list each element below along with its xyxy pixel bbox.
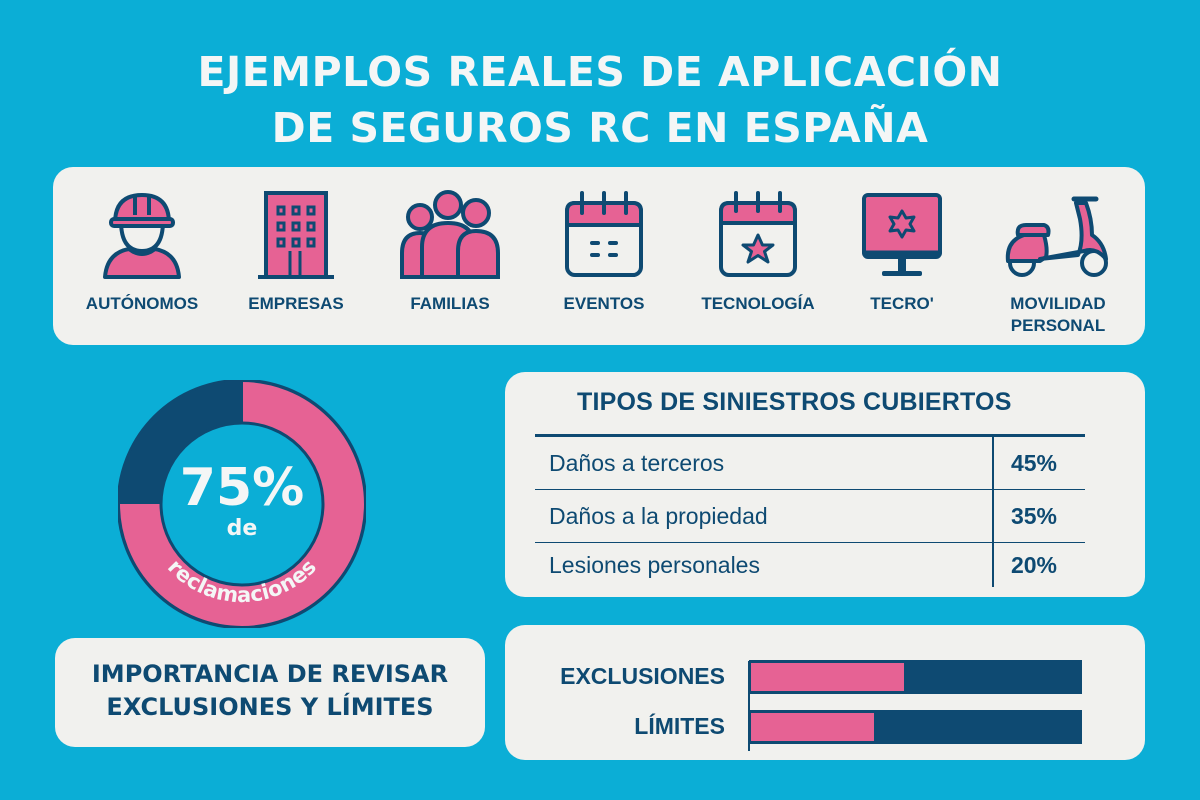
importance-card: IMPORTANCIA DE REVISAR EXCLUSIONES Y LÍM… bbox=[55, 638, 485, 747]
table-row: Lesiones personales 20% bbox=[535, 540, 1085, 592]
row-name: Daños a terceros bbox=[549, 450, 725, 476]
table-top-rule bbox=[535, 434, 1085, 437]
calendar-icon bbox=[565, 191, 643, 277]
category-label: EMPRESAS bbox=[248, 294, 344, 313]
office-building-icon bbox=[258, 191, 334, 279]
family-group-icon bbox=[400, 190, 500, 279]
row-value: 35% bbox=[1010, 503, 1057, 529]
title-line-2: DE SEGUROS RC EN ESPAÑA bbox=[271, 104, 929, 152]
scooter-icon bbox=[1005, 196, 1108, 277]
row-name: Lesiones personales bbox=[549, 552, 760, 578]
claims-types-card: TIPOS DE SINIESTROS CUBIERTOS Daños a te… bbox=[505, 372, 1145, 597]
donut-subtitle: de bbox=[226, 516, 258, 541]
construction-worker-icon bbox=[103, 193, 181, 279]
row-value: 45% bbox=[1010, 450, 1057, 476]
row-value: 20% bbox=[1010, 552, 1057, 578]
table-row: Daños a la propiedad 35% bbox=[535, 491, 1085, 543]
category-label-line-1: MOVILIDAD bbox=[1010, 294, 1106, 313]
claims-donut-chart: reclamaciones 75% de bbox=[116, 378, 368, 630]
importance-line-1: IMPORTANCIA DE REVISAR bbox=[91, 660, 449, 688]
importance-line-2: EXCLUSIONES Y LÍMITES bbox=[106, 693, 434, 721]
category-label: MOVILIDAD PERSONAL bbox=[983, 293, 1133, 337]
category-label: TECNOLOGÍA bbox=[701, 294, 815, 313]
bar-track-limites bbox=[749, 710, 1082, 744]
categories-card: AUTÓNOMOS EMPRESAS FAMILIAS bbox=[53, 167, 1145, 345]
calendar-star-icon bbox=[719, 191, 797, 277]
category-label: AUTÓNOMOS bbox=[85, 294, 199, 313]
claims-table-title: TIPOS DE SINIESTROS CUBIERTOS bbox=[577, 388, 1012, 416]
title-line-1: EJEMPLOS REALES DE APLICACIÓN bbox=[197, 48, 1003, 96]
category-label: TECRO' bbox=[870, 294, 934, 313]
category-label: EVENTOS bbox=[563, 294, 645, 313]
bar-track-exclusiones bbox=[749, 660, 1082, 694]
bar-fill-exclusiones bbox=[751, 663, 905, 691]
table-row: Daños a terceros 45% bbox=[535, 438, 1085, 490]
review-bars-card: EXCLUSIONES LÍMITES bbox=[505, 625, 1145, 760]
donut-percent: 75% bbox=[179, 458, 305, 518]
bar-fill-limites bbox=[751, 713, 875, 741]
bar-axis bbox=[748, 661, 750, 751]
category-label: FAMILIAS bbox=[410, 294, 490, 313]
importance-text: IMPORTANCIA DE REVISAR EXCLUSIONES Y LÍM… bbox=[55, 658, 485, 724]
category-label-line-2: PERSONAL bbox=[1010, 316, 1106, 335]
table-column-divider bbox=[992, 437, 994, 587]
bar-label: EXCLUSIONES bbox=[560, 663, 725, 689]
donut-ring: reclamaciones bbox=[116, 378, 368, 630]
bar-label: LÍMITES bbox=[634, 713, 725, 739]
monitor-icon bbox=[862, 193, 942, 276]
page-title: EJEMPLOS REALES DE APLICACIÓN DE SEGUROS… bbox=[0, 44, 1200, 156]
row-name: Daños a la propiedad bbox=[549, 503, 768, 529]
